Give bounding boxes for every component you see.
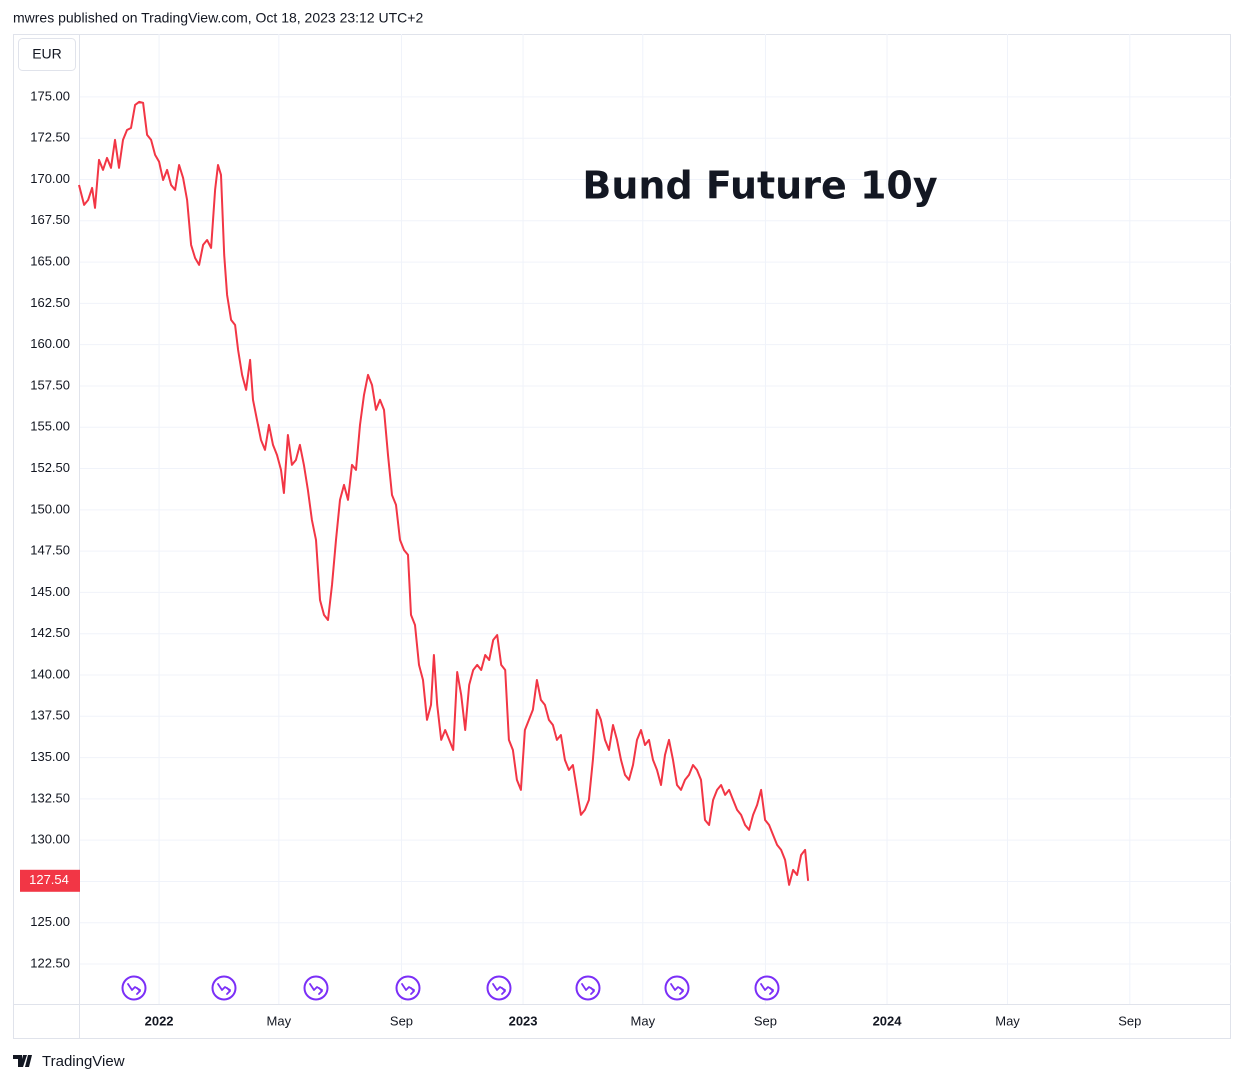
last-price-tag (20, 869, 80, 892)
x-tick-label: 2024 (873, 1013, 903, 1028)
y-tick-label: 155.00 (30, 419, 70, 434)
y-tick-label: 167.50 (30, 212, 70, 227)
chart-frame (13, 34, 1231, 1039)
event-marker (575, 975, 601, 1001)
y-tick-label: 125.00 (30, 914, 70, 929)
event-arrow (581, 983, 595, 995)
event-arrow (127, 983, 141, 995)
y-tick-label: 135.00 (30, 749, 70, 764)
x-tick-label: May (631, 1013, 656, 1028)
chart-title: Bund Future 10y (582, 164, 937, 208)
event-arrow (309, 983, 323, 995)
y-tick-label: 160.00 (30, 336, 70, 351)
y-tick-label: 122.50 (30, 955, 70, 970)
y-tick-label: 142.50 (30, 625, 70, 640)
event-arrow (401, 983, 415, 995)
unit-box (18, 38, 76, 71)
grid (79, 34, 1231, 1004)
x-tick-label: May (267, 1013, 292, 1028)
event-marker (664, 975, 690, 1001)
y-tick-label: 147.50 (30, 543, 70, 558)
header: mwres published on TradingView.com, Oct … (13, 10, 423, 26)
y-tick-label: 132.50 (30, 790, 70, 805)
event-marker (486, 975, 512, 1001)
event-arrow (492, 983, 506, 995)
last-price-label: 127.54 (29, 872, 69, 887)
event-marker (395, 975, 421, 1001)
event-marker (754, 975, 780, 1001)
event-marker (303, 975, 329, 1001)
y-tick-label: 165.00 (30, 254, 70, 269)
y-tick-label: 137.50 (30, 708, 70, 723)
y-tick-label: 157.50 (30, 377, 70, 392)
footer-text: TradingView (42, 1053, 125, 1070)
event-marker (211, 975, 237, 1001)
x-tick-label: Sep (1118, 1013, 1141, 1028)
y-tick-label: 172.50 (30, 130, 70, 145)
y-tick-label: 162.50 (30, 295, 70, 310)
event-arrow (217, 983, 231, 995)
event-marker (121, 975, 147, 1001)
unit-label: EUR (32, 46, 62, 62)
footer-logo: TradingView (13, 1053, 125, 1070)
y-tick-label: 130.00 (30, 832, 70, 847)
x-tick-label: Sep (390, 1013, 413, 1028)
price-line (78, 100, 810, 886)
x-tick-label: 2022 (145, 1013, 174, 1028)
y-tick-label: 145.00 (30, 584, 70, 599)
y-tick-label: 175.00 (30, 88, 70, 103)
y-tick-label: 152.50 (30, 460, 70, 475)
plot (78, 100, 810, 886)
x-tick-label: 2023 (509, 1013, 538, 1028)
x-tick-label: May (995, 1013, 1020, 1028)
y-tick-label: 150.00 (30, 501, 70, 516)
x-tick-label: Sep (754, 1013, 777, 1028)
logo-icon (13, 1055, 32, 1067)
y-tick-label: 170.00 (30, 171, 70, 186)
event-arrow (760, 983, 774, 995)
y-tick-label: 140.00 (30, 666, 70, 681)
event-arrow (670, 983, 684, 995)
